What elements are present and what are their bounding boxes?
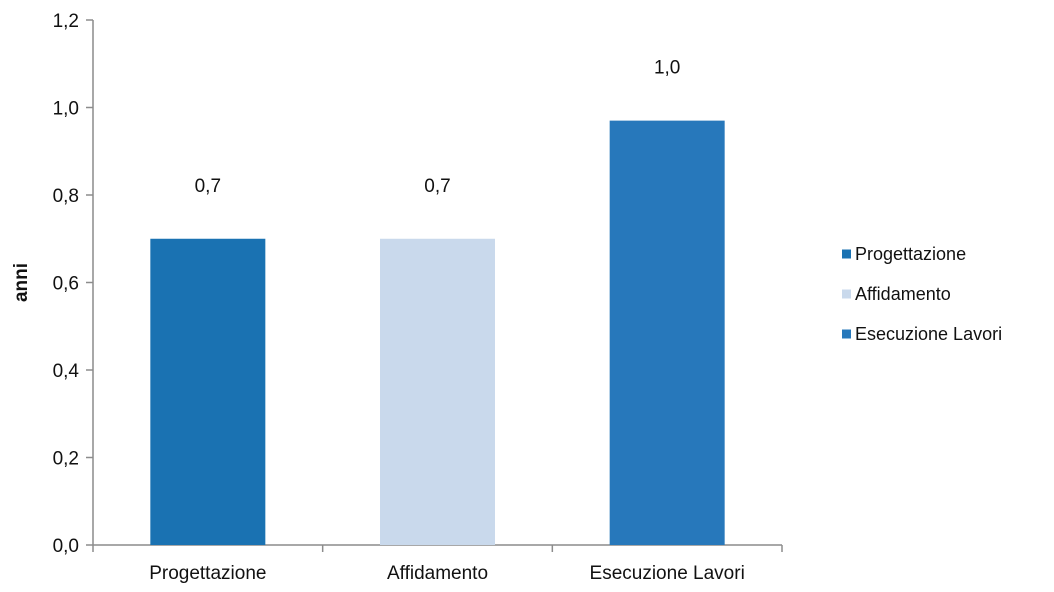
- bar-affidamento: [380, 238, 495, 545]
- legend-label: Esecuzione Lavori: [855, 324, 1002, 344]
- x-ticks: Progettazione Affidamento Esecuzione Lavor…: [92, 545, 783, 584]
- y-tick-label: 0,4: [53, 361, 80, 382]
- legend-swatch: [842, 329, 851, 339]
- y-tick-label: 1,2: [53, 11, 79, 32]
- x-tick-label: Progettazione: [149, 563, 266, 584]
- x-tick-label: Affidamento: [387, 563, 488, 584]
- y-tick-label: 1,0: [53, 99, 79, 120]
- y-tick-label: 0,0: [53, 536, 79, 557]
- data-label: 0,7: [424, 176, 450, 197]
- y-axis-label: anni: [11, 263, 32, 302]
- bar-esecuzione-lavori: [609, 120, 725, 545]
- legend-swatch: [842, 249, 851, 259]
- legend-swatch: [842, 289, 851, 299]
- y-tick-label: 0,2: [53, 449, 79, 470]
- bar-progettazione: [150, 238, 266, 545]
- x-tick-label: Esecuzione Lavori: [590, 563, 745, 584]
- y-tick-label: 0,8: [53, 186, 79, 207]
- legend-label: Progettazione: [855, 244, 966, 264]
- bars: [150, 120, 725, 545]
- data-label: 1,0: [654, 58, 680, 79]
- y-tick-label: 0,6: [53, 274, 79, 295]
- data-label: 0,7: [195, 176, 221, 197]
- legend-label: Affidamento: [855, 284, 951, 304]
- y-ticks: 0,0 0,2 0,4 0,6 0,8 1,0 1,2: [53, 11, 93, 557]
- legend: Progettazione Affidamento Esecuzione Lavor…: [842, 244, 1002, 344]
- data-labels: 0,7 0,7 1,0: [195, 58, 681, 197]
